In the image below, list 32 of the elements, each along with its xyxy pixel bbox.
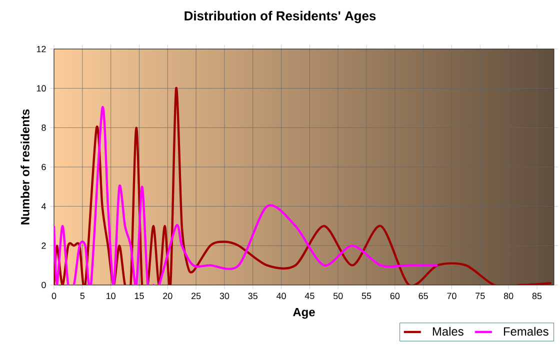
legend-label: Males — [432, 326, 464, 336]
x-tick-label: 55 — [362, 292, 372, 300]
x-tick-label: 85 — [532, 292, 542, 300]
x-tick-label: 70 — [447, 292, 456, 300]
x-tick-label: 50 — [333, 292, 343, 300]
x-tick-label: 65 — [418, 292, 428, 300]
x-tick-label: 10 — [106, 292, 116, 300]
chart-title: Distribution of Residents' Ages — [184, 10, 376, 24]
x-tick-label: 0 — [52, 292, 56, 300]
y-tick-label: 6 — [42, 164, 46, 170]
y-tick-label: 8 — [42, 124, 46, 131]
x-tick-label: 40 — [276, 292, 286, 300]
y-axis-title: Number of residents — [20, 109, 30, 224]
line-series — [54, 87, 552, 285]
y-tick-label: 2 — [42, 242, 46, 249]
x-tick-label: 5 — [80, 292, 85, 300]
x-tick-label: 20 — [163, 292, 172, 300]
line-series — [54, 106, 439, 285]
y-tick-label: 12 — [36, 46, 46, 52]
x-tick-label: 15 — [134, 292, 144, 300]
x-tick-label: 45 — [304, 292, 314, 300]
x-tick-label: 75 — [476, 292, 485, 300]
y-tick-label: 10 — [36, 85, 46, 92]
y-tick-label: 4 — [41, 203, 46, 210]
x-tick-label: 80 — [504, 292, 514, 300]
x-tick-label: 25 — [192, 292, 201, 300]
y-tick-label: 0 — [42, 282, 46, 288]
x-tick-label: 35 — [248, 292, 258, 300]
legend-label: Females — [504, 326, 548, 336]
x-tick-label: 30 — [220, 292, 230, 300]
x-tick-label: 60 — [390, 292, 400, 300]
x-axis-title: Age — [293, 308, 315, 319]
